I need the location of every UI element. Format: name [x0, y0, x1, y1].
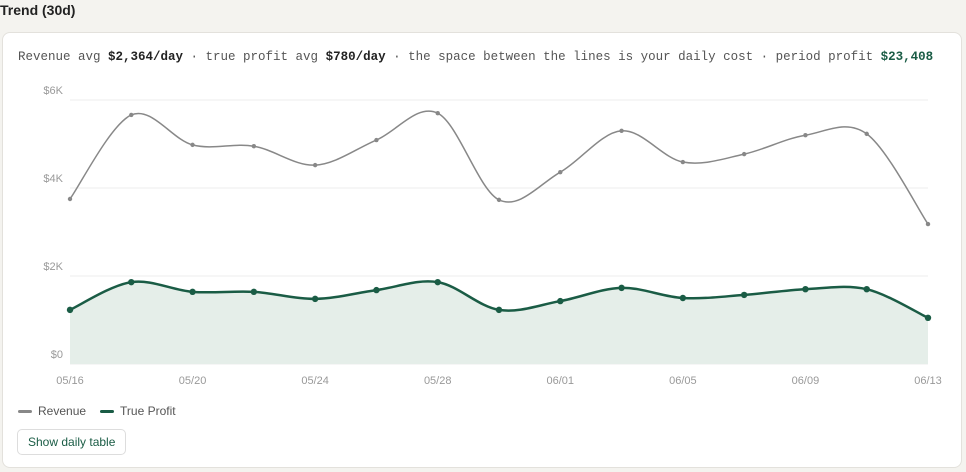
point	[740, 291, 748, 299]
point	[373, 286, 380, 294]
point	[251, 144, 257, 149]
point	[66, 306, 74, 314]
x-tick-label: 05/28	[424, 375, 452, 387]
point	[741, 151, 747, 157]
point	[558, 169, 563, 175]
legend-swatch	[18, 409, 32, 413]
point	[680, 159, 686, 165]
legend: Revenue True Profit	[18, 404, 176, 418]
period-profit: $23,408	[880, 50, 934, 64]
point	[434, 278, 441, 286]
label: Revenue avg	[18, 50, 109, 64]
profit-avg: $780/day	[325, 50, 386, 64]
point	[803, 133, 808, 138]
label: · true profit avg	[183, 50, 326, 64]
show-table-button[interactable]: Show daily table	[17, 429, 127, 455]
x-tick-label: 06/13	[914, 375, 942, 387]
y-tick-label: $4K	[43, 173, 63, 185]
x-tick-label: 05/24	[301, 375, 329, 387]
point	[128, 278, 135, 286]
legend-swatch	[100, 409, 115, 413]
x-tick-label: 06/09	[792, 375, 820, 387]
point	[863, 286, 870, 293]
y-tick-label: $0	[51, 349, 63, 361]
point	[802, 286, 809, 293]
point	[924, 314, 932, 321]
area	[70, 281, 928, 364]
point	[67, 196, 73, 202]
y-tick-label: $6K	[43, 85, 63, 97]
point	[496, 197, 502, 203]
x-tick-label: 05/20	[179, 375, 207, 387]
x-tick-label: 06/01	[547, 375, 575, 387]
point	[864, 131, 869, 137]
point	[374, 137, 379, 143]
chart: $0 $2K $4K $6K 05/16 05/20 05/24 05/28 06/01 06/0…	[43, 85, 942, 387]
x-tick-label: 05/16	[56, 375, 84, 387]
point	[619, 128, 624, 133]
point	[925, 221, 931, 227]
point	[435, 111, 440, 116]
y-tick-label: $2K	[43, 261, 63, 273]
point	[312, 162, 318, 168]
label: · the space between the lines is your da…	[385, 50, 881, 64]
card: Revenue avg $2,364/day · true profit avg…	[2, 32, 962, 468]
point	[311, 295, 319, 303]
point	[190, 142, 195, 148]
point	[679, 294, 687, 302]
summary: Revenue avg $2,364/day · true profit avg…	[18, 50, 933, 64]
legend-label: True Profit	[120, 404, 176, 418]
point	[495, 306, 503, 314]
x-tick-label: 06/05	[669, 375, 697, 387]
point	[250, 288, 258, 296]
section-title: Trend (30d)	[0, 2, 76, 18]
point	[557, 297, 564, 305]
line	[69, 110, 929, 225]
legend-item: Revenue	[18, 404, 86, 418]
point	[129, 112, 134, 118]
legend-label: Revenue	[38, 404, 87, 418]
legend-item: True Profit	[100, 404, 176, 418]
revenue-avg: $2,364/day	[108, 50, 184, 64]
point	[618, 284, 625, 292]
point	[189, 288, 196, 296]
